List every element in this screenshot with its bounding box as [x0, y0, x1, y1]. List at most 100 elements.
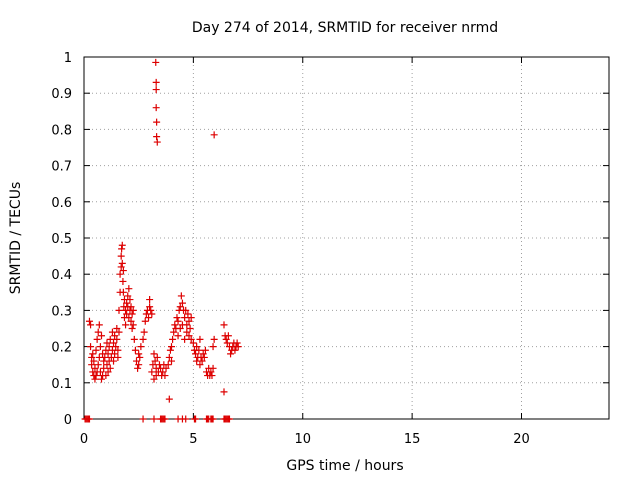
data-point — [103, 339, 111, 347]
data-point — [113, 335, 121, 343]
data-point — [127, 317, 135, 325]
data-point — [152, 104, 160, 112]
data-point — [192, 350, 200, 358]
data-point — [196, 361, 204, 369]
data-point — [96, 343, 104, 351]
data-point — [145, 314, 153, 322]
data-point — [117, 263, 125, 271]
data-point — [210, 335, 218, 343]
y-tick-label: 0.6 — [51, 196, 72, 211]
data-point — [209, 415, 217, 423]
data-point — [125, 285, 133, 293]
data-point — [90, 357, 98, 365]
data-point — [104, 368, 112, 376]
data-point — [177, 292, 185, 300]
data-point — [195, 346, 203, 354]
data-point — [85, 415, 93, 423]
data-point — [100, 364, 108, 372]
data-point — [168, 357, 175, 365]
data-point — [192, 415, 200, 423]
data-point — [98, 332, 105, 340]
x-axis-label: GPS time / hours — [286, 458, 403, 474]
data-point — [152, 78, 160, 86]
data-point — [227, 350, 235, 358]
data-point — [162, 364, 170, 372]
data-point — [92, 346, 100, 354]
data-point — [127, 303, 135, 311]
data-point — [164, 361, 172, 369]
data-point — [209, 364, 217, 372]
data-point — [117, 252, 125, 260]
data-point — [151, 357, 159, 365]
data-point — [166, 346, 174, 354]
data-point — [150, 415, 158, 423]
data-point — [136, 353, 144, 361]
data-point — [139, 415, 147, 423]
data-point — [181, 335, 189, 343]
data-point — [171, 321, 179, 329]
data-point — [178, 299, 186, 307]
chart-title: Day 274 of 2014, SRMTID for receiver nrm… — [192, 20, 498, 36]
data-point — [98, 375, 105, 383]
data-point — [113, 325, 121, 332]
data-point — [187, 314, 195, 322]
data-point — [152, 86, 160, 94]
data-point — [104, 350, 112, 358]
data-point — [209, 343, 217, 351]
data-point — [118, 241, 126, 249]
data-point — [119, 277, 127, 285]
data-point — [114, 346, 122, 354]
y-tick-label: 0.4 — [51, 268, 72, 283]
data-point — [182, 306, 190, 314]
data-point — [153, 353, 161, 361]
data-point — [116, 270, 124, 278]
data-point — [185, 332, 193, 340]
data-point — [103, 361, 111, 369]
data-point — [101, 353, 109, 361]
data-point — [224, 332, 232, 340]
data-point — [119, 267, 127, 275]
data-point — [102, 372, 110, 380]
data-point — [161, 372, 169, 380]
data-point — [231, 346, 239, 354]
data-point — [129, 306, 137, 314]
data-point — [94, 361, 102, 369]
data-point — [92, 372, 100, 380]
data-point — [115, 328, 123, 336]
data-point — [119, 288, 127, 296]
data-point — [183, 321, 191, 329]
y-tick-label: 0.2 — [51, 341, 72, 356]
data-point — [91, 375, 99, 383]
y-tick-label: 0.3 — [51, 304, 72, 319]
data-points — [81, 58, 242, 423]
data-point — [141, 317, 149, 325]
data-point — [110, 339, 118, 347]
data-point — [165, 395, 173, 403]
y-tick-label: 0.9 — [51, 87, 72, 102]
data-point — [153, 118, 161, 126]
data-point — [198, 357, 206, 365]
data-point — [208, 372, 216, 380]
data-point — [118, 245, 126, 253]
data-point — [185, 317, 193, 325]
data-point — [125, 314, 133, 322]
data-point — [181, 314, 189, 322]
data-point — [122, 321, 130, 329]
data-point — [183, 328, 191, 336]
data-point — [169, 335, 177, 343]
data-point — [135, 361, 143, 369]
y-tick-label: 1 — [64, 51, 72, 66]
data-point — [148, 368, 156, 376]
data-point — [102, 346, 110, 354]
data-point — [193, 343, 201, 351]
y-tick-label: 0.7 — [51, 160, 72, 175]
data-point — [222, 335, 230, 343]
y-tick-label: 0.5 — [51, 232, 72, 247]
x-tick-label: 5 — [189, 432, 197, 447]
data-point — [200, 353, 208, 361]
data-point — [234, 343, 242, 351]
data-point — [140, 328, 148, 336]
data-point — [111, 350, 119, 358]
data-point — [135, 350, 143, 358]
